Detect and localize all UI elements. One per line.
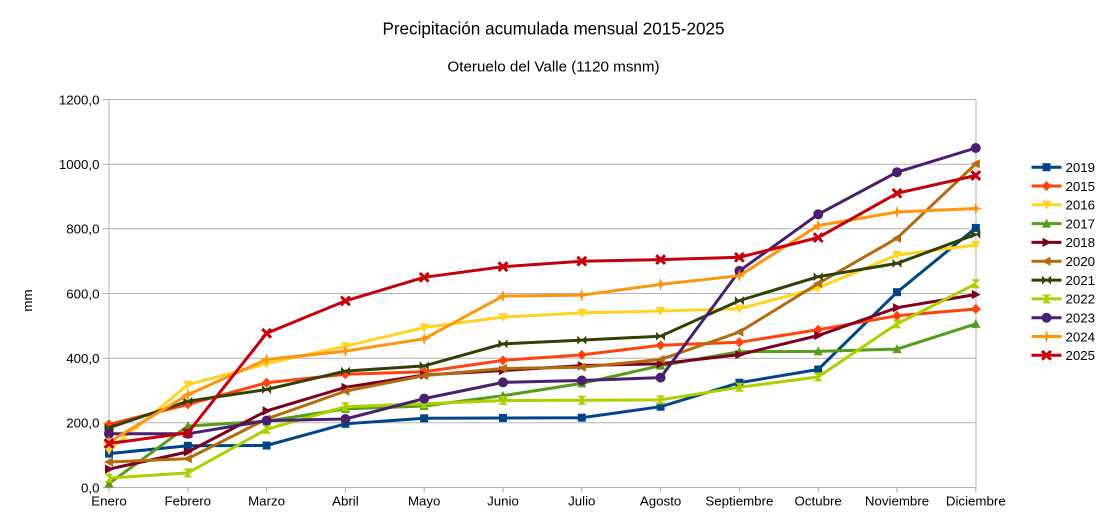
svg-text:2022: 2022: [1066, 292, 1096, 307]
svg-text:2019: 2019: [1066, 160, 1096, 175]
svg-text:2020: 2020: [1066, 254, 1096, 269]
svg-text:Noviembre: Noviembre: [865, 494, 929, 509]
svg-text:Enero: Enero: [91, 494, 126, 509]
svg-text:2025: 2025: [1066, 348, 1096, 363]
svg-text:Febrero: Febrero: [165, 494, 212, 509]
svg-text:2016: 2016: [1066, 198, 1096, 213]
svg-text:1200,0: 1200,0: [59, 92, 100, 107]
svg-text:Precipitación acumulada mensua: Precipitación acumulada mensual 2015-202…: [382, 20, 724, 39]
svg-text:Junio: Junio: [487, 494, 519, 509]
svg-text:1000,0: 1000,0: [59, 157, 100, 172]
svg-text:Abril: Abril: [332, 494, 359, 509]
svg-text:2018: 2018: [1066, 235, 1096, 250]
svg-text:2024: 2024: [1066, 329, 1096, 344]
svg-text:2017: 2017: [1066, 216, 1096, 231]
svg-text:Agosto: Agosto: [640, 494, 681, 509]
svg-text:Octubre: Octubre: [795, 494, 842, 509]
svg-text:600,0: 600,0: [66, 286, 99, 301]
svg-text:2015: 2015: [1066, 179, 1096, 194]
svg-text:Julio: Julio: [568, 494, 595, 509]
svg-text:2023: 2023: [1066, 311, 1096, 326]
svg-text:800,0: 800,0: [66, 222, 99, 237]
svg-text:Diciembre: Diciembre: [946, 494, 1006, 509]
svg-text:Marzo: Marzo: [248, 494, 285, 509]
svg-text:200,0: 200,0: [66, 416, 99, 431]
svg-text:mm: mm: [20, 289, 35, 311]
svg-text:2021: 2021: [1066, 273, 1096, 288]
svg-text:400,0: 400,0: [66, 351, 99, 366]
svg-text:0,0: 0,0: [81, 480, 100, 495]
svg-text:Oteruelo del Valle (1120 msnm): Oteruelo del Valle (1120 msnm): [447, 59, 659, 76]
svg-text:Septiembre: Septiembre: [705, 494, 773, 509]
svg-text:Mayo: Mayo: [408, 494, 441, 509]
